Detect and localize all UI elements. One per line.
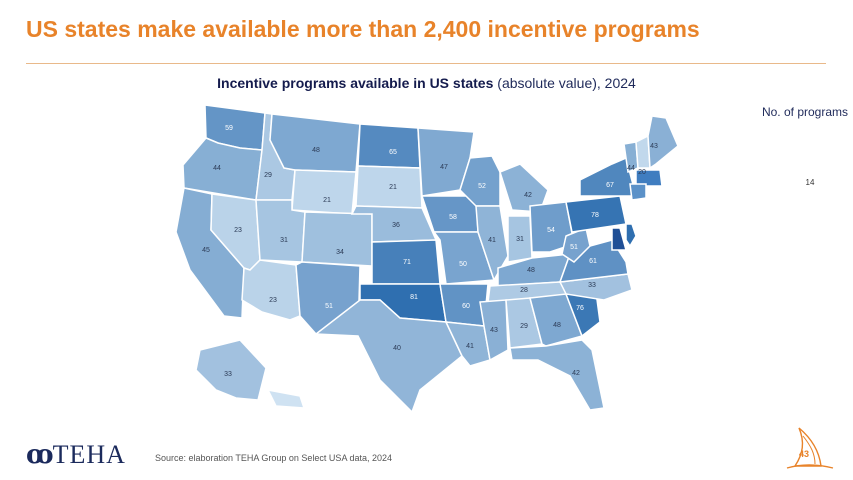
subtitle-normal: (absolute value), 2024 [493,75,636,91]
state-ak [195,339,267,401]
state-label-wy: 21 [323,197,331,204]
state-fl [509,339,605,411]
state-label-wa: 59 [225,125,233,132]
state-label-mn: 47 [440,164,448,171]
state-label-ar: 60 [462,303,470,310]
state-mt [269,113,361,173]
state-label-va: 61 [589,258,597,265]
state-label-ky: 48 [527,267,535,274]
state-label-ut: 31 [280,237,288,244]
state-wy [291,169,357,215]
state-mo [432,231,496,285]
sail-logo-icon [786,427,834,469]
state-oh [529,201,575,253]
state-ga [529,293,583,347]
state-label-mo: 50 [459,261,467,268]
state-mi [499,163,549,213]
teha-logo-mark: ꝏ [26,440,54,470]
state-label-nv: 23 [234,227,242,234]
labels-layer: 59 44 45 29 23 23 48 21 31 34 51 65 21 36 71 81 40 47 58 50… [202,125,658,378]
page-number: 43 [799,449,810,459]
state-label-fl: 42 [572,370,580,377]
state-label-sc: 76 [576,305,584,312]
legend-value: 14 [805,178,815,187]
state-label-me: 43 [650,143,658,150]
state-label-mt: 48 [312,147,320,154]
state-label-pa: 78 [591,212,599,219]
ma-shape [635,169,663,187]
ct-shape [629,183,647,201]
state-label-il: 41 [488,237,496,244]
teha-logo-text: TEHA [52,440,126,469]
states-layer [175,104,679,414]
page-title: US states make available more than 2,400… [26,16,700,42]
state-label-sd: 21 [389,184,397,191]
state-me [647,115,679,170]
state-label-ca: 45 [202,247,210,254]
state-label-az: 23 [269,297,277,304]
md-shape [611,227,627,251]
hi-shape [266,388,306,409]
state-label-ga: 48 [553,322,561,329]
state-tx [313,299,463,414]
state-label-nm: 51 [325,303,333,310]
state-label-co: 34 [336,249,344,256]
state-label-al: 29 [520,323,528,330]
state-la [444,321,491,367]
title-divider [26,63,826,64]
state-label-tn: 28 [520,287,528,294]
legend-title: No. of programs [761,105,849,119]
state-label-id: 29 [264,172,272,179]
map-subtitle: Incentive programs available in US state… [0,75,853,91]
state-label-tx: 40 [393,345,401,352]
subtitle-bold: Incentive programs available in US state… [217,75,494,91]
state-label-ak: 33 [224,371,232,378]
state-label-la: 41 [466,343,474,350]
state-label-oh: 54 [547,227,555,234]
state-label-ne: 36 [392,222,400,229]
state-nd [357,123,421,169]
state-label-or: 44 [213,165,221,172]
state-label-ks: 71 [403,259,411,266]
state-label-nd: 65 [389,149,397,156]
state-label-ny: 67 [606,182,614,189]
state-label-in: 31 [516,236,524,243]
state-label-mi: 42 [524,192,532,199]
teha-logo: ꝏ TEHA [26,440,126,470]
state-az [241,259,301,321]
state-co [301,211,373,267]
state-label-nh: 20 [638,169,646,176]
state-label-nc: 33 [588,282,596,289]
state-label-ia: 58 [449,214,457,221]
state-label-ok: 81 [410,294,418,301]
state-label-ms: 43 [490,327,498,334]
source-note: Source: elaboration TEHA Group on Select… [155,453,392,463]
state-label-vt: 44 [627,165,635,172]
state-label-wi: 52 [478,183,486,190]
state-ms [479,299,509,362]
state-label-wv: 51 [570,244,578,251]
nj-shape [625,223,637,248]
